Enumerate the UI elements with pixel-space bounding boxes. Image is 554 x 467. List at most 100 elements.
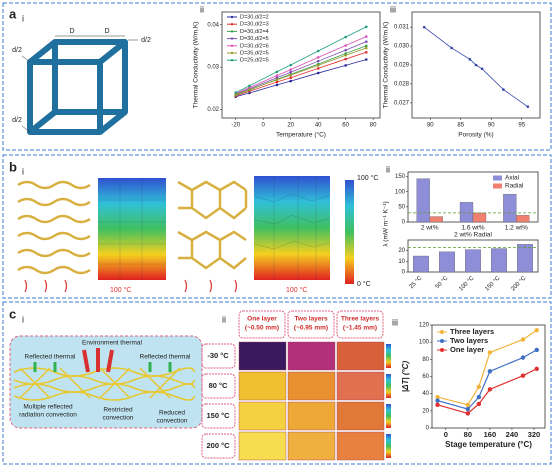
legend-marker <box>230 30 234 33</box>
series-line <box>437 329 538 406</box>
y-tick-label: 0.04 <box>207 22 219 28</box>
schematic-label: Restricted <box>103 407 133 414</box>
legend-label: One layer <box>450 345 484 354</box>
sub-label: ii <box>200 4 204 14</box>
row-label: 150 °C <box>206 411 230 420</box>
schematic-label: Reflected thermal <box>140 354 191 361</box>
plot-frame <box>221 11 381 119</box>
x-tick-label: 240 <box>506 430 519 439</box>
y-axis-label: λ (mW m⁻¹ K⁻¹) <box>383 201 390 247</box>
x-tick-label: -20 <box>231 123 240 129</box>
thermal-image <box>238 431 287 461</box>
y-tick-label: 0.02 <box>207 107 219 113</box>
x-tick-label: 320 <box>528 430 541 439</box>
dimension-lines <box>21 35 138 133</box>
bar <box>439 251 455 273</box>
data-point <box>487 387 493 392</box>
data-point <box>275 83 279 87</box>
row-label-box <box>201 373 236 399</box>
y-tick-label: 0.028 <box>394 82 410 88</box>
source-label: 100 °C <box>110 286 131 294</box>
x-tick-label: 2 wt% <box>421 225 439 232</box>
x-tick-label: 150 °C <box>484 275 502 293</box>
bar <box>459 202 474 223</box>
data-point <box>289 73 292 77</box>
legend-label: D=35,d/2=5 <box>240 50 269 56</box>
data-point <box>520 337 526 342</box>
data-point <box>344 44 347 47</box>
mini-colorbar <box>386 404 391 428</box>
legend-label: D=30,d/2=5 <box>240 36 269 42</box>
y-axis-label: Thermal Conductivity (W/m.K) <box>193 22 200 109</box>
data-point <box>364 35 368 38</box>
schematic-label: Reduced <box>159 410 185 417</box>
data-point <box>422 25 426 29</box>
panel-letter: c <box>9 306 16 321</box>
data-point <box>520 373 526 378</box>
x-tick-label: 80 <box>370 123 377 129</box>
y-tick-label: 0 <box>426 426 430 432</box>
series-line <box>423 26 529 107</box>
data-point <box>344 64 347 67</box>
data-point <box>344 48 347 52</box>
x-tick-label: 85 <box>457 123 464 129</box>
x-tick-label: 90 <box>488 123 495 129</box>
row-label-box <box>201 403 236 429</box>
bar <box>503 193 517 223</box>
x-axis-label: Temperature (°C) <box>276 131 326 139</box>
x-tick-label: 25 °C <box>409 275 424 290</box>
data-point <box>468 58 472 61</box>
data-point <box>364 40 368 43</box>
panel-letter: a <box>9 6 17 21</box>
data-point <box>234 91 238 94</box>
mini-colorbar <box>386 344 391 368</box>
sub-label: ii <box>386 164 390 174</box>
x-tick-label: 100 °C <box>458 275 476 293</box>
dimension-label: D <box>104 28 109 35</box>
x-axis-label: Porosity (%) <box>458 132 493 139</box>
bar <box>413 255 429 273</box>
data-point <box>476 401 482 407</box>
data-point <box>289 76 292 80</box>
x-tick-label: 95 <box>518 123 525 129</box>
data-point <box>275 80 279 84</box>
bar <box>472 212 487 223</box>
y-tick-label: 0.030 <box>394 44 410 50</box>
row-label-box <box>201 343 236 369</box>
column-header-box <box>287 310 335 339</box>
sub-label: iii <box>390 4 396 14</box>
schematic-box <box>9 335 203 429</box>
panel-border <box>2 2 552 151</box>
row-label: 80 °C <box>209 381 228 390</box>
thermal-arrows <box>82 348 114 373</box>
data-point <box>344 57 347 61</box>
y-tick-label: 60 <box>422 374 429 380</box>
thermal-image <box>238 341 287 371</box>
row-label-box <box>201 433 236 459</box>
x-tick-label: 0 <box>262 123 266 129</box>
thermal-grid: One layer (~0.50 mm) Two layers (~0.95 mm) T… <box>201 310 391 461</box>
plot-frame <box>431 324 546 429</box>
source-label: 100 °C <box>286 286 307 294</box>
sub-label: i <box>22 13 24 23</box>
schematic-label: Environment thermal <box>82 340 143 347</box>
data-point <box>316 59 320 63</box>
data-point <box>316 71 320 75</box>
panel-letter: b <box>9 159 17 174</box>
bar <box>465 249 481 273</box>
data-point <box>234 93 238 96</box>
schematic-label: convection <box>156 418 187 425</box>
column-header: (~0.95 mm) <box>294 325 328 332</box>
legend-marker <box>230 51 234 55</box>
y-tick-label: 100 <box>395 189 406 195</box>
y-tick-label: 0 <box>402 270 406 276</box>
y-tick-label: 50 <box>398 204 405 210</box>
data-point <box>364 44 368 48</box>
legend-marker <box>230 37 234 40</box>
data-point <box>476 384 482 389</box>
data-point <box>316 64 320 67</box>
column-header: (~1.45 mm) <box>343 325 377 332</box>
x-tick-label: 80 <box>464 430 472 439</box>
schematic-label: radiation convection <box>19 412 77 419</box>
